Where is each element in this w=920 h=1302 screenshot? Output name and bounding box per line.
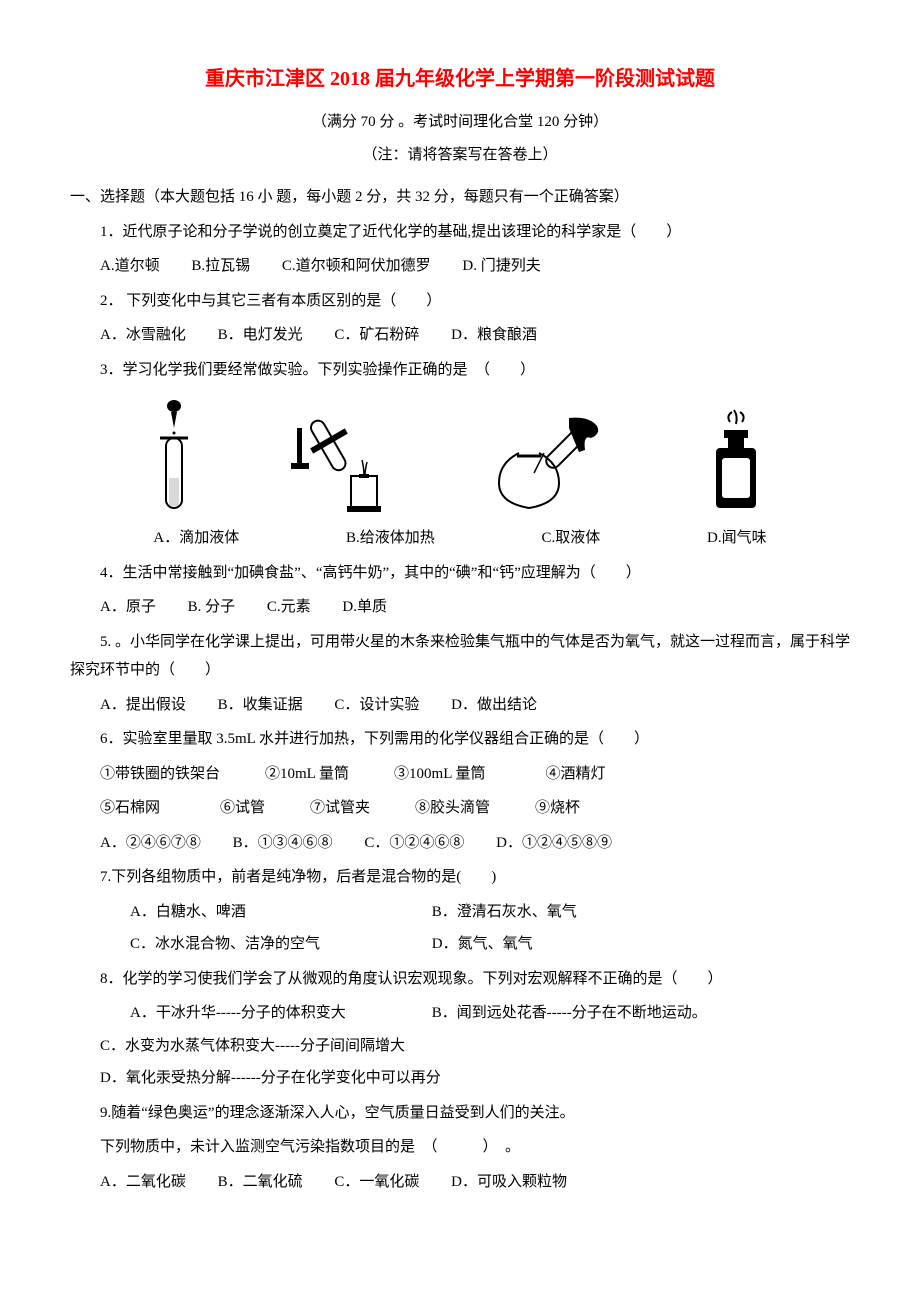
q8-opt-a: A．干冰升华-----分子的体积变大: [100, 999, 400, 1028]
question-9-options: A．二氧化碳 B．二氧化硫 C．一氧化碳 D．可吸入颗粒物: [70, 1168, 850, 1197]
question-7-options-2: C．冰水混合物、洁净的空气 D．氮气、氧气: [70, 930, 850, 959]
question-8-opt-c: C．水变为水蒸气体积变大-----分子间间隔增大: [70, 1032, 850, 1061]
q5-opt-d: D．做出结论: [451, 697, 537, 713]
question-9-line1: 9.随着“绿色奥运”的理念逐渐深入人心，空气质量日益受到人们的关注。: [70, 1099, 850, 1128]
q6-opt-a: A．②④⑥⑦⑧: [100, 835, 201, 851]
question-4-options: A．原子 B. 分子 C.元素 D.单质: [70, 593, 850, 622]
question-8-options-1: A．干冰升华-----分子的体积变大 B．闻到远处花香-----分子在不断地运动…: [70, 999, 850, 1028]
q7-opt-b: B．澄清石灰水、氧气: [432, 904, 577, 920]
question-6-items1: ①带铁圈的铁架台 ②10mL 量筒 ③100mL 量筒 ④酒精灯: [70, 760, 850, 789]
question-6-items2: ⑤石棉网 ⑥试管 ⑦试管夹 ⑧胶头滴管 ⑨烧杯: [70, 794, 850, 823]
q7-opt-a: A．白糖水、啤酒: [100, 898, 400, 927]
q3-opt-d: D.闻气味: [707, 524, 767, 553]
dropper-tube-icon: [144, 398, 204, 518]
q5-opt-b: B．收集证据: [218, 697, 303, 713]
question-2: 2． 下列变化中与其它三者有本质区别的是（ ）: [70, 287, 850, 316]
pouring-icon: [489, 408, 609, 518]
q4-opt-b: B. 分子: [188, 599, 236, 615]
q3-opt-a: A．滴加液体: [153, 524, 239, 553]
q1-opt-b: B.拉瓦锡: [191, 258, 250, 274]
q4-opt-a: A．原子: [100, 599, 156, 615]
q1-opt-a: A.道尔顿: [100, 258, 160, 274]
question-9-line2: 下列物质中，未计入监测空气污染指数项目的是 （ ） 。: [70, 1133, 850, 1162]
q6-opt-d: D．①②④⑤⑧⑨: [496, 835, 612, 851]
q9-opt-b: B．二氧化硫: [218, 1174, 303, 1190]
q9-opt-c: C．一氧化碳: [334, 1174, 419, 1190]
subtitle-score: （满分 70 分 。考试时间理化合堂 120 分钟）: [70, 108, 850, 137]
q1-opt-d: D. 门捷列夫: [462, 258, 540, 274]
question-1: 1．近代原子论和分子学说的创立奠定了近代化学的基础,提出该理论的科学家是（ ）: [70, 218, 850, 247]
q9-opt-a: A．二氧化碳: [100, 1174, 186, 1190]
question-5: 5. 。小华同学在化学课上提出，可用带火星的木条来检验集气瓶中的气体是否为氧气，…: [70, 628, 850, 685]
question-5-options: A．提出假设 B．收集证据 C．设计实验 D．做出结论: [70, 691, 850, 720]
smell-bottle-icon: [696, 408, 776, 518]
q2-opt-c: C．矿石粉碎: [334, 327, 419, 343]
q4-opt-d: D.单质: [342, 599, 387, 615]
question-2-options: A．冰雪融化 B．电灯发光 C．矿石粉碎 D．粮食酿酒: [70, 321, 850, 350]
question-7: 7.下列各组物质中，前者是纯净物，后者是混合物的是( ): [70, 863, 850, 892]
question-4: 4．生活中常接触到“加碘食盐”、“高钙牛奶”，其中的“碘”和“钙”应理解为（ ）: [70, 559, 850, 588]
section-1-heading: 一、选择题（本大题包括 16 小 题，每小题 2 分，共 32 分，每题只有一个…: [70, 183, 850, 212]
heating-icon: [291, 398, 401, 518]
q7-opt-d: D．氮气、氧气: [432, 936, 533, 952]
question-6: 6．实验室里量取 3.5mL 水并进行加热，下列需用的化学仪器组合正确的是（ ）: [70, 725, 850, 754]
q7-opt-c: C．冰水混合物、洁净的空气: [100, 930, 400, 959]
question-6-options: A．②④⑥⑦⑧ B．①③④⑥⑧ C．①②④⑥⑧ D．①②④⑤⑧⑨: [70, 829, 850, 858]
q2-opt-a: A．冰雪融化: [100, 327, 186, 343]
question-8: 8．化学的学习使我们学会了从微观的角度认识宏观现象。下列对宏观解释不正确的是（ …: [70, 965, 850, 994]
q4-opt-c: C.元素: [267, 599, 311, 615]
page-title: 重庆市江津区 2018 届九年级化学上学期第一阶段测试试题: [70, 60, 850, 98]
q3-opt-b: B.给液体加热: [346, 524, 435, 553]
question-3-options: A．滴加液体 B.给液体加热 C.取液体 D.闻气味: [100, 524, 820, 553]
q2-opt-b: B．电灯发光: [218, 327, 303, 343]
question-3: 3．学习化学我们要经常做实验。下列实验操作正确的是 （ ）: [70, 356, 850, 385]
q9-opt-d: D．可吸入颗粒物: [451, 1174, 567, 1190]
q1-opt-c: C.道尔顿和阿伏加德罗: [282, 258, 431, 274]
subtitle-note: （注：请将答案写在答卷上）: [70, 141, 850, 170]
q6-opt-b: B．①③④⑥⑧: [233, 835, 333, 851]
q6-opt-c: C．①②④⑥⑧: [364, 835, 464, 851]
q8-opt-b: B．闻到远处花香-----分子在不断地运动。: [432, 1005, 707, 1021]
q5-opt-a: A．提出假设: [100, 697, 186, 713]
q3-opt-c: C.取液体: [541, 524, 600, 553]
question-1-options: A.道尔顿 B.拉瓦锡 C.道尔顿和阿伏加德罗 D. 门捷列夫: [70, 252, 850, 281]
question-3-images: [100, 398, 820, 518]
question-7-options-1: A．白糖水、啤酒 B．澄清石灰水、氧气: [70, 898, 850, 927]
q2-opt-d: D．粮食酿酒: [451, 327, 537, 343]
q5-opt-c: C．设计实验: [334, 697, 419, 713]
question-8-opt-d: D．氧化汞受热分解------分子在化学变化中可以再分: [70, 1064, 850, 1093]
